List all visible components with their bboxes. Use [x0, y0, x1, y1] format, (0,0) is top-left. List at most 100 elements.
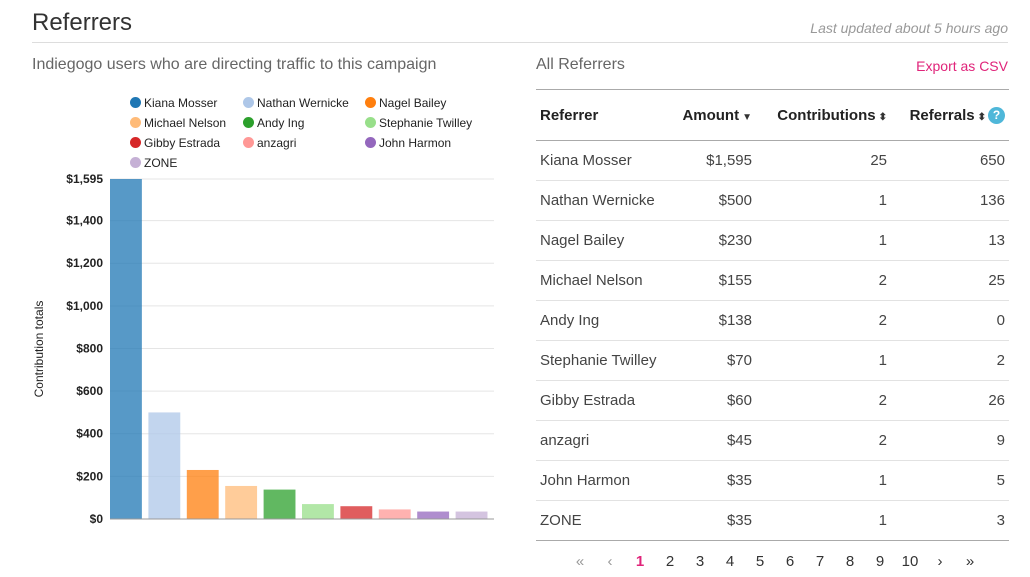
- page-number-button[interactable]: 8: [845, 552, 855, 570]
- table-row: Nathan Wernicke $500 1 136: [536, 180, 1009, 221]
- export-csv-link[interactable]: Export as CSV: [916, 58, 1008, 74]
- page-number-button[interactable]: 1: [635, 552, 645, 570]
- table-row: ZONE $35 1 3: [536, 500, 1009, 541]
- amount-cell: $230: [676, 220, 756, 261]
- legend-item: Stephanie Twilley: [365, 116, 472, 130]
- amount-cell: $45: [676, 420, 756, 461]
- legend-label: Gibby Estrada: [144, 136, 221, 150]
- contributions-cell: 2: [756, 380, 891, 421]
- referrals-cell: 25: [891, 260, 1009, 301]
- legend-label: anzagri: [257, 136, 297, 150]
- help-icon[interactable]: ?: [988, 106, 1005, 124]
- legend-label: Nagel Bailey: [379, 96, 447, 110]
- page-title: Referrers: [32, 9, 133, 36]
- bar[interactable]: [225, 485, 258, 519]
- page-number-button[interactable]: 9: [875, 552, 885, 570]
- legend-label: Kiana Mosser: [144, 96, 218, 110]
- page-number-button[interactable]: 5: [755, 552, 765, 570]
- legend-swatch: [130, 117, 141, 128]
- legend-item: Gibby Estrada: [130, 136, 220, 150]
- table-header-row: Referrer Amount ▼ Contributions ⬍ Referral…: [536, 89, 1009, 141]
- contributions-cell: 1: [756, 220, 891, 261]
- bar[interactable]: [455, 511, 488, 519]
- page-number-button[interactable]: 6: [785, 552, 795, 570]
- next-page-button[interactable]: ›: [937, 552, 943, 570]
- chart-subtitle: Indiegogo users who are directing traffi…: [32, 56, 437, 73]
- legend-swatch: [130, 97, 141, 108]
- referrer-cell: Nathan Wernicke: [536, 180, 676, 221]
- referrer-cell: Andy Ing: [536, 300, 676, 341]
- legend-swatch: [130, 157, 141, 168]
- legend-item: Kiana Mosser: [130, 96, 217, 110]
- referrals-cell: 650: [891, 140, 1009, 181]
- bar[interactable]: [378, 509, 411, 519]
- legend-swatch: [243, 97, 254, 108]
- referrals-cell: 136: [891, 180, 1009, 221]
- bar[interactable]: [148, 412, 181, 519]
- page-number-button[interactable]: 7: [815, 552, 825, 570]
- table-subtitle: All Referrers: [536, 56, 625, 73]
- legend-swatch: [365, 137, 376, 148]
- referrer-cell: ZONE: [536, 500, 676, 541]
- y-tick-label: $0: [90, 512, 104, 526]
- referrer-cell: Gibby Estrada: [536, 380, 676, 421]
- bar[interactable]: [340, 506, 373, 519]
- bar[interactable]: [302, 504, 334, 519]
- y-tick-label: $1,400: [66, 214, 103, 228]
- table-row: Kiana Mosser $1,595 25 650: [536, 140, 1009, 181]
- column-header-referrals[interactable]: Referrals ⬍?: [891, 89, 1009, 141]
- amount-cell: $138: [676, 300, 756, 341]
- bar[interactable]: [186, 469, 219, 519]
- column-header-contributions[interactable]: Contributions ⬍: [756, 89, 891, 141]
- legend-label: John Harmon: [379, 136, 452, 150]
- legend-item: Nagel Bailey: [365, 96, 446, 110]
- referrer-cell: Stephanie Twilley: [536, 340, 676, 381]
- bar[interactable]: [417, 511, 450, 519]
- first-page-button[interactable]: «: [575, 552, 585, 570]
- page-number-button[interactable]: 4: [725, 552, 735, 570]
- page-number-button[interactable]: 10: [901, 552, 919, 570]
- legend-swatch: [130, 137, 141, 148]
- referrals-cell: 5: [891, 460, 1009, 501]
- prev-page-button[interactable]: ‹: [607, 552, 613, 570]
- referrals-cell: 2: [891, 340, 1009, 381]
- last-page-button[interactable]: »: [965, 552, 975, 570]
- column-header-referrer[interactable]: Referrer: [536, 89, 676, 141]
- legend-label: Stephanie Twilley: [379, 116, 473, 130]
- legend-item: Andy Ing: [243, 116, 304, 130]
- referrals-cell: 26: [891, 380, 1009, 421]
- y-axis-ticks: $0 $200 $400 $600 $800 $1,000 $1,200 $1,400 $1,5…: [66, 172, 103, 526]
- legend-item: anzagri: [243, 136, 296, 150]
- table-row: Gibby Estrada $60 2 26: [536, 380, 1009, 421]
- sort-icon: ⬍: [977, 111, 986, 123]
- bar[interactable]: [110, 179, 142, 519]
- column-header-amount[interactable]: Amount ▼: [676, 89, 756, 141]
- contributions-cell: 2: [756, 260, 891, 301]
- referrer-cell: Nagel Bailey: [536, 220, 676, 261]
- y-tick-label: $1,200: [66, 256, 103, 270]
- y-tick-label: $200: [76, 469, 103, 483]
- referrals-cell: 9: [891, 420, 1009, 461]
- table-row: Nagel Bailey $230 1 13: [536, 220, 1009, 261]
- legend-label: ZONE: [144, 156, 178, 170]
- table-row: anzagri $45 2 9: [536, 420, 1009, 461]
- referrals-cell: 13: [891, 220, 1009, 261]
- referrer-cell: John Harmon: [536, 460, 676, 501]
- amount-cell: $60: [676, 380, 756, 421]
- bar[interactable]: [263, 489, 296, 519]
- chart-bars: [110, 179, 488, 519]
- amount-cell: $70: [676, 340, 756, 381]
- y-tick-label: $600: [76, 384, 103, 398]
- pagination: « ‹ 1 2 3 4 5 6 7 8 9 10 › »: [565, 551, 985, 571]
- referrers-table: Referrer Amount ▼ Contributions ⬍ Referral…: [536, 89, 1009, 541]
- y-tick-label: $800: [76, 341, 103, 355]
- page-number-button[interactable]: 3: [695, 552, 705, 570]
- page-number-button[interactable]: 2: [665, 552, 675, 570]
- contributions-cell: 2: [756, 300, 891, 341]
- legend-item: ZONE: [130, 156, 177, 170]
- table-row: Andy Ing $138 2 0: [536, 300, 1009, 341]
- y-tick-label: $1,000: [66, 299, 103, 313]
- contributions-cell: 1: [756, 340, 891, 381]
- title-divider: [32, 42, 1008, 43]
- legend-label: Michael Nelson: [144, 116, 227, 130]
